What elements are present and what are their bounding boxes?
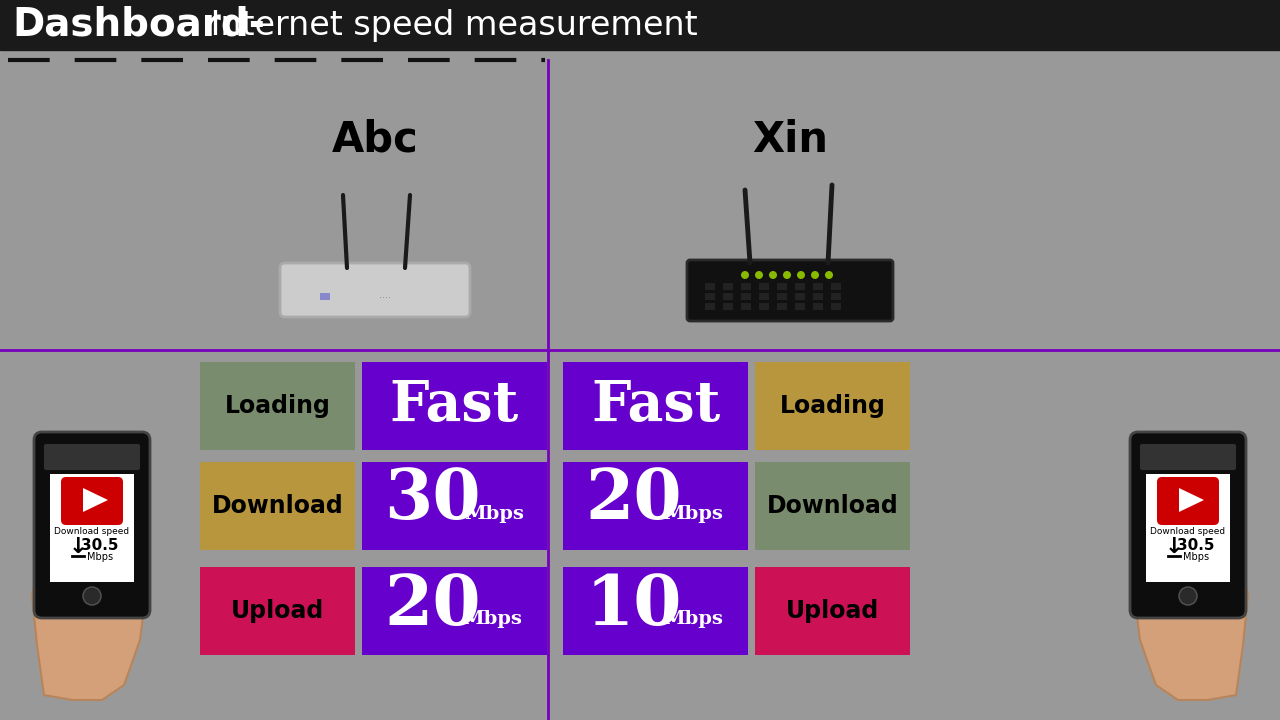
Bar (723, 293, 733, 300)
Bar (563, 362, 748, 450)
Text: Mbps: Mbps (465, 505, 525, 523)
FancyBboxPatch shape (1157, 477, 1219, 525)
Text: Upload: Upload (230, 599, 324, 623)
Text: Mbps: Mbps (1183, 552, 1210, 562)
Bar (831, 293, 841, 300)
Bar (723, 283, 733, 290)
Text: 30.5: 30.5 (81, 538, 119, 552)
Bar (362, 362, 547, 450)
Polygon shape (83, 488, 108, 512)
Text: Xin: Xin (753, 119, 828, 161)
Polygon shape (1179, 488, 1204, 512)
Bar (200, 362, 355, 450)
Circle shape (1179, 587, 1197, 605)
Circle shape (755, 271, 763, 279)
Text: Download speed: Download speed (1151, 526, 1225, 536)
Circle shape (741, 271, 749, 279)
Polygon shape (32, 520, 147, 700)
Circle shape (812, 271, 819, 279)
Text: Dashboard-: Dashboard- (12, 6, 265, 44)
Bar (705, 283, 716, 290)
Circle shape (769, 271, 777, 279)
Circle shape (83, 587, 101, 605)
Bar (759, 303, 769, 310)
Bar (320, 293, 330, 300)
FancyBboxPatch shape (280, 263, 470, 317)
Text: Internet speed measurement: Internet speed measurement (200, 9, 698, 42)
Bar (1146, 474, 1230, 582)
Text: Mbps: Mbps (462, 610, 522, 628)
FancyBboxPatch shape (687, 260, 893, 321)
Bar (705, 293, 716, 300)
Bar (741, 283, 751, 290)
Text: 20: 20 (384, 572, 481, 639)
Text: Download: Download (767, 494, 899, 518)
Circle shape (797, 271, 805, 279)
Text: Mbps: Mbps (663, 505, 723, 523)
Bar (755, 462, 910, 550)
Bar (795, 303, 805, 310)
FancyBboxPatch shape (44, 444, 140, 470)
Bar (755, 362, 910, 450)
Text: ....: .... (379, 290, 390, 300)
Bar (777, 303, 787, 310)
Bar (755, 567, 910, 655)
Text: 10: 10 (585, 572, 682, 639)
Text: 20: 20 (585, 467, 682, 534)
Text: Mbps: Mbps (87, 552, 113, 562)
Bar (795, 293, 805, 300)
Bar (741, 303, 751, 310)
Text: ↓: ↓ (1165, 537, 1183, 557)
FancyBboxPatch shape (61, 477, 123, 525)
Text: 30: 30 (384, 467, 481, 534)
Bar (759, 283, 769, 290)
Text: Abc: Abc (332, 119, 419, 161)
Bar (723, 303, 733, 310)
Bar (705, 303, 716, 310)
Text: Fast: Fast (591, 379, 721, 433)
Text: Fast: Fast (390, 379, 520, 433)
Bar (777, 293, 787, 300)
Text: Mbps: Mbps (663, 610, 723, 628)
Bar (362, 567, 547, 655)
Polygon shape (1130, 505, 1164, 550)
Text: Loading: Loading (224, 394, 330, 418)
Circle shape (783, 271, 791, 279)
Bar (0, 0, 1280, 50)
FancyBboxPatch shape (35, 432, 150, 618)
Text: Loading: Loading (780, 394, 886, 418)
FancyBboxPatch shape (1130, 432, 1245, 618)
Bar (200, 567, 355, 655)
Text: Upload: Upload (786, 599, 879, 623)
Text: Download: Download (211, 494, 343, 518)
Bar (362, 462, 547, 550)
Circle shape (826, 271, 833, 279)
FancyBboxPatch shape (1140, 444, 1236, 470)
Bar (200, 462, 355, 550)
Polygon shape (1133, 520, 1248, 700)
Bar (759, 293, 769, 300)
Bar (563, 462, 748, 550)
Text: ↓: ↓ (69, 537, 87, 557)
Text: Download speed: Download speed (55, 526, 129, 536)
Bar (831, 283, 841, 290)
Bar (831, 303, 841, 310)
Bar (813, 283, 823, 290)
Bar (777, 283, 787, 290)
Bar (813, 293, 823, 300)
Text: 30.5: 30.5 (1178, 538, 1215, 552)
Bar (741, 293, 751, 300)
Bar (795, 283, 805, 290)
Bar (563, 567, 748, 655)
Bar (50, 474, 134, 582)
Bar (813, 303, 823, 310)
Polygon shape (116, 505, 150, 550)
